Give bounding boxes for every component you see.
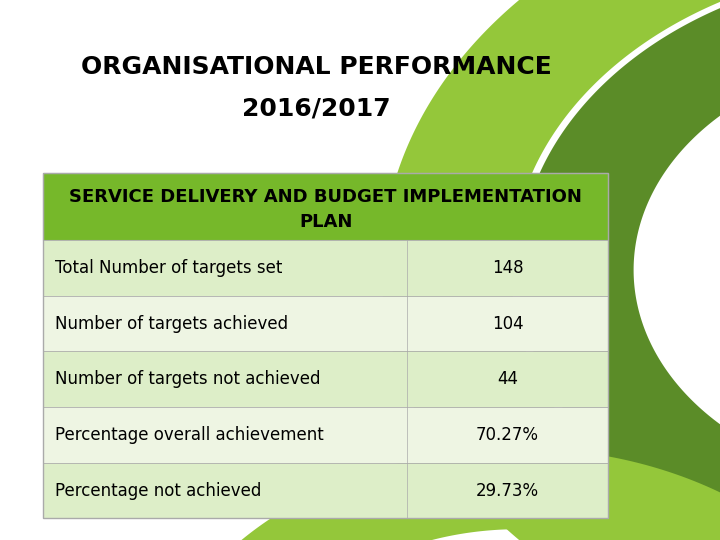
Text: Total Number of targets set: Total Number of targets set — [55, 259, 282, 277]
Text: Percentage overall achievement: Percentage overall achievement — [55, 426, 323, 444]
Text: Percentage not achieved: Percentage not achieved — [55, 482, 261, 500]
Text: SERVICE DELIVERY AND BUDGET IMPLEMENTATION: SERVICE DELIVERY AND BUDGET IMPLEMENTATI… — [69, 188, 582, 206]
Text: ORGANISATIONAL PERFORMANCE: ORGANISATIONAL PERFORMANCE — [81, 56, 552, 79]
FancyBboxPatch shape — [43, 352, 608, 407]
PathPatch shape — [382, 0, 720, 540]
Text: Number of targets achieved: Number of targets achieved — [55, 315, 288, 333]
Text: 44: 44 — [497, 370, 518, 388]
FancyBboxPatch shape — [43, 407, 608, 463]
Text: 29.73%: 29.73% — [476, 482, 539, 500]
Text: 148: 148 — [492, 259, 523, 277]
PathPatch shape — [518, 0, 720, 540]
Text: Number of targets not achieved: Number of targets not achieved — [55, 370, 320, 388]
FancyBboxPatch shape — [43, 240, 608, 296]
PathPatch shape — [194, 448, 720, 540]
FancyBboxPatch shape — [43, 296, 608, 352]
FancyBboxPatch shape — [43, 463, 608, 518]
Text: 2016/2017: 2016/2017 — [243, 96, 391, 120]
Text: 104: 104 — [492, 315, 523, 333]
Text: 70.27%: 70.27% — [476, 426, 539, 444]
FancyBboxPatch shape — [43, 173, 608, 240]
Text: PLAN: PLAN — [299, 213, 353, 231]
